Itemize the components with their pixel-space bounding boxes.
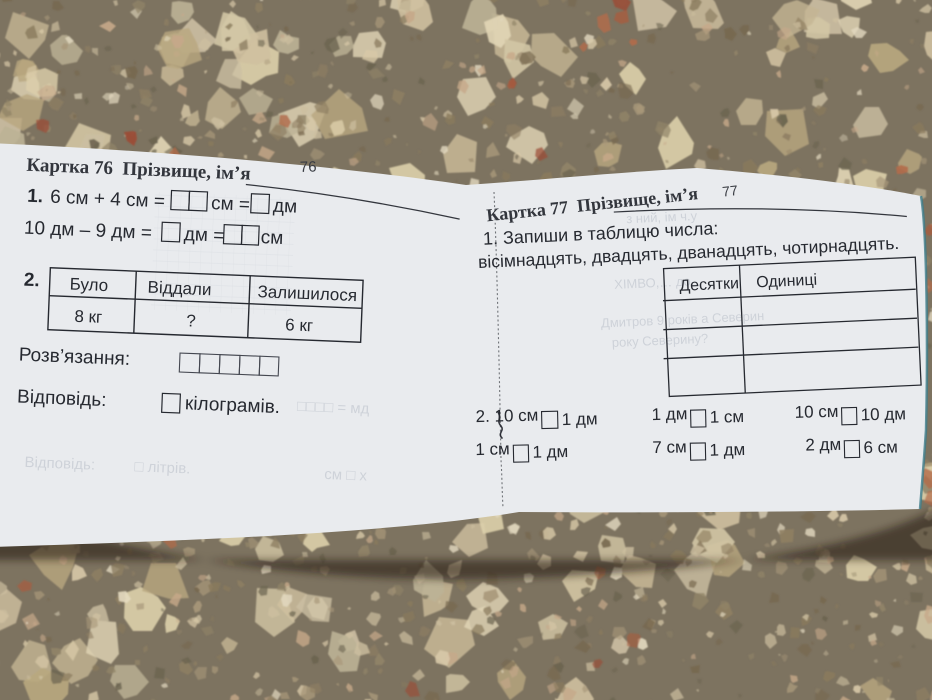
svg-text:76: 76 [300, 158, 317, 176]
svg-text:дм =: дм = [183, 224, 224, 247]
svg-text:2 дм: 2 дм [805, 435, 841, 455]
svg-text:Одиниці: Одиниці [756, 272, 818, 292]
svg-text:см =: см = [211, 193, 251, 216]
svg-text:8 кг: 8 кг [74, 307, 103, 327]
svg-text:Відповідь:: Відповідь: [24, 454, 95, 474]
svg-text:□ літрів.: □ літрів. [134, 458, 191, 477]
svg-text:1 см: 1 см [475, 439, 510, 459]
svg-text:2.: 2. [23, 270, 40, 292]
svg-text:6 см: 6 см [863, 438, 898, 458]
svg-text:кілограмів.: кілограмів. [185, 393, 281, 418]
svg-text:1 см: 1 см [709, 407, 744, 427]
svg-text:дм: дм [273, 196, 298, 218]
svg-text:1 дм: 1 дм [532, 442, 568, 462]
svg-text:Розв’язання:: Розв’язання: [18, 345, 130, 370]
svg-text:6 кг: 6 кг [285, 315, 314, 335]
svg-text:□□□□ = мд: □□□□ = мд [297, 398, 370, 418]
svg-text:1.: 1. [27, 186, 44, 208]
svg-text:?: ? [186, 311, 196, 330]
svg-text:Десятки: Десятки [679, 275, 739, 295]
svg-text:Було: Було [69, 275, 108, 296]
svg-text:1 дм: 1 дм [651, 404, 687, 424]
svg-text:2. 10 см: 2. 10 см [475, 406, 538, 426]
svg-text:Віддали: Віддали [147, 278, 212, 300]
svg-text:1 дм: 1 дм [709, 440, 745, 460]
svg-text:Залишилося: Залишилося [257, 282, 357, 305]
svg-text:Відповідь:: Відповідь: [17, 387, 107, 412]
svg-text:7 см: 7 см [652, 437, 687, 457]
svg-text:см: см [260, 227, 283, 249]
svg-text:1 дм: 1 дм [562, 409, 598, 429]
svg-text:10 дм: 10 дм [860, 404, 906, 424]
svg-text:см □ х: см □ х [324, 466, 368, 485]
svg-text:77: 77 [721, 182, 738, 200]
svg-text:10 см: 10 см [794, 402, 838, 422]
